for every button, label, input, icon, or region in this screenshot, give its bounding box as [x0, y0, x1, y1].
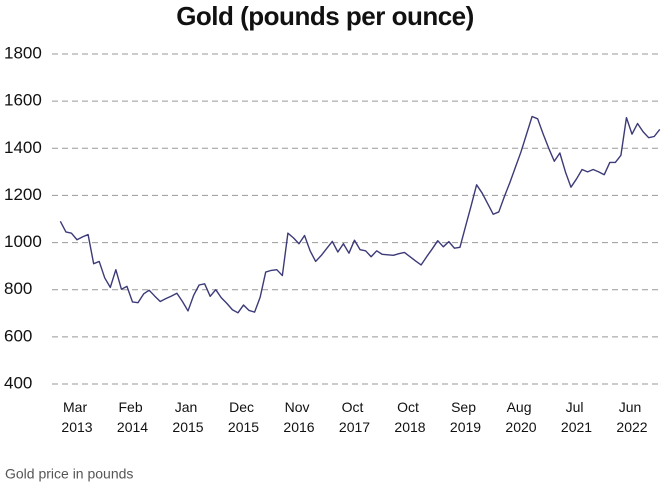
x-tick-label: Sep 2019 — [450, 399, 481, 435]
x-tick-label: Oct 2018 — [394, 399, 425, 435]
y-tick-label: 1800 — [4, 43, 42, 62]
x-tick-label: Aug 2020 — [505, 399, 536, 435]
y-tick-label: 600 — [4, 326, 32, 345]
y-tick-label: 1200 — [4, 185, 42, 204]
y-tick-label: 400 — [4, 373, 32, 392]
x-tick-label: Nov 2016 — [283, 399, 314, 435]
y-tick-label: 1600 — [4, 91, 42, 110]
y-tick-label: 1400 — [4, 138, 42, 157]
chart-title: Gold (pounds per ounce) — [176, 1, 474, 31]
caption: Gold price in pounds — [5, 466, 133, 482]
x-tick-label: Mar 2013 — [61, 399, 92, 435]
x-tick-label: Jan 2015 — [172, 399, 203, 435]
x-tick-label: Feb 2014 — [117, 399, 148, 435]
x-tick-label: Oct 2017 — [339, 399, 370, 435]
y-tick-label: 800 — [4, 279, 32, 298]
y-tick-label: 1000 — [4, 232, 42, 251]
x-tick-label: Jun 2022 — [616, 399, 647, 435]
x-tick-label: Dec 2015 — [228, 399, 259, 435]
x-tick-label: Jul 2021 — [561, 399, 592, 435]
price-line — [59, 115, 661, 314]
